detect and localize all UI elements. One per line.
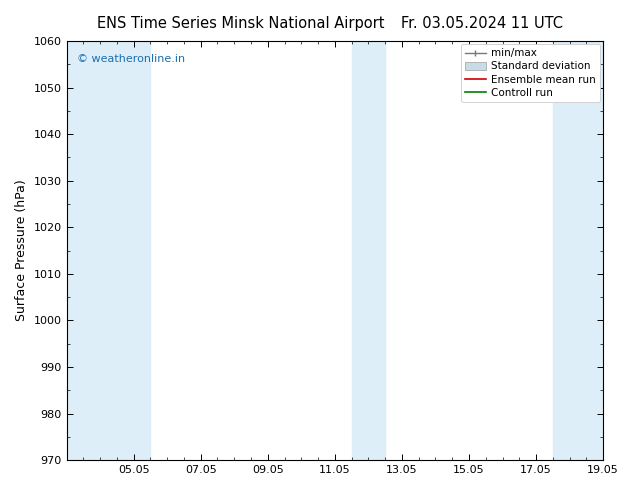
Text: Fr. 03.05.2024 11 UTC: Fr. 03.05.2024 11 UTC	[401, 16, 563, 31]
Text: © weatheronline.in: © weatheronline.in	[77, 53, 185, 64]
Text: ENS Time Series Minsk National Airport: ENS Time Series Minsk National Airport	[97, 16, 385, 31]
Bar	[352, 41, 385, 460]
Legend: min/max, Standard deviation, Ensemble mean run, Controll run: min/max, Standard deviation, Ensemble me…	[461, 44, 600, 102]
Bar	[553, 41, 603, 460]
Bar	[67, 41, 150, 460]
Y-axis label: Surface Pressure (hPa): Surface Pressure (hPa)	[15, 180, 28, 321]
